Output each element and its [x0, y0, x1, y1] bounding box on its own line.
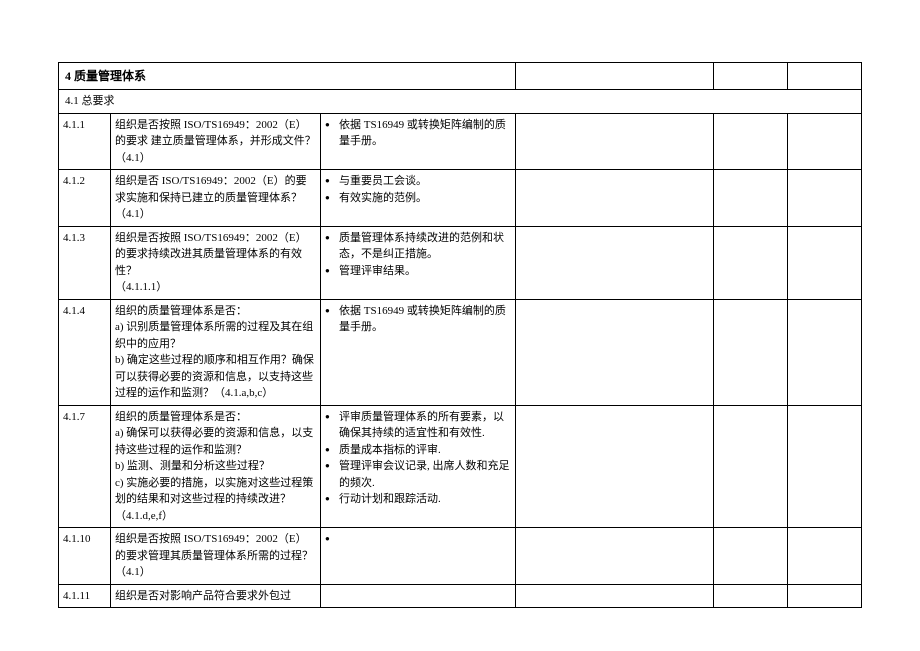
blank-cell	[516, 405, 714, 528]
evidence-list: 依据 TS16949 或转换矩阵编制的质量手册。	[325, 117, 511, 150]
document-page: 4 质量管理体系4.1 总要求4.1.1组织是否按照 ISO/TS16949：2…	[0, 0, 920, 608]
blank-cell	[788, 113, 862, 170]
evidence-item: 依据 TS16949 或转换矩阵编制的质量手册。	[325, 303, 511, 336]
clause-number-cell: 4.1.11	[59, 584, 111, 608]
blank-cell	[714, 528, 788, 585]
qms-checklist-table: 4 质量管理体系4.1 总要求4.1.1组织是否按照 ISO/TS16949：2…	[58, 62, 862, 608]
table-row: 4.1.2组织是否 ISO/TS16949：2002（E）的要求实施和保持已建立…	[59, 170, 862, 227]
clause-number-cell: 4.1.4	[59, 299, 111, 405]
evidence-cell	[321, 528, 516, 585]
subsection-title-cell: 4.1 总要求	[59, 90, 862, 114]
blank-cell	[714, 405, 788, 528]
question-cell: 组织的质量管理体系是否： a) 确保可以获得必要的资源和信息，以支持这些过程的运…	[111, 405, 321, 528]
clause-number-cell: 4.1.1	[59, 113, 111, 170]
table-row: 4.1.3组织是否按照 ISO/TS16949：2002（E）的要求持续改进其质…	[59, 226, 862, 299]
evidence-list: 依据 TS16949 或转换矩阵编制的质量手册。	[325, 303, 511, 336]
question-text: 组织是否 ISO/TS16949：2002（E）的要求实施和保持已建立的质量管理…	[115, 175, 307, 220]
clause-number-cell: 4.1.3	[59, 226, 111, 299]
question-text: 组织的质量管理体系是否： a) 识别质量管理体系所需的过程及其在组织中的应用？ …	[115, 305, 314, 400]
blank-cell	[714, 226, 788, 299]
blank-cell	[516, 113, 714, 170]
section-title-row: 4 质量管理体系	[59, 63, 862, 90]
question-cell: 组织是否 ISO/TS16949：2002（E）的要求实施和保持已建立的质量管理…	[111, 170, 321, 227]
evidence-list: 与重要员工会谈。有效实施的范例。	[325, 173, 511, 206]
blank-cell	[788, 528, 862, 585]
evidence-cell	[321, 584, 516, 608]
clause-number-cell: 4.1.2	[59, 170, 111, 227]
question-cell: 组织的质量管理体系是否： a) 识别质量管理体系所需的过程及其在组织中的应用？ …	[111, 299, 321, 405]
blank-cell	[516, 584, 714, 608]
blank-cell	[714, 584, 788, 608]
question-cell: 组织是否对影响产品符合要求外包过	[111, 584, 321, 608]
blank-cell	[714, 299, 788, 405]
blank-cell	[788, 170, 862, 227]
evidence-item: 与重要员工会谈。	[325, 173, 511, 190]
blank-cell	[788, 63, 862, 90]
table-row: 4.1.4组织的质量管理体系是否： a) 识别质量管理体系所需的过程及其在组织中…	[59, 299, 862, 405]
blank-cell	[788, 299, 862, 405]
blank-cell	[714, 63, 788, 90]
evidence-item: 评审质量管理体系的所有要素，以确保其持续的适宜性和有效性.	[325, 409, 511, 442]
question-text: 组织是否对影响产品符合要求外包过	[115, 590, 291, 602]
evidence-item: 管理评审会议记录, 出席人数和充足的频次.	[325, 458, 511, 491]
blank-cell	[788, 405, 862, 528]
table-row: 4.1.1组织是否按照 ISO/TS16949：2002（E）的要求 建立质量管…	[59, 113, 862, 170]
blank-cell	[516, 299, 714, 405]
subsection-title-row: 4.1 总要求	[59, 90, 862, 114]
evidence-item: 有效实施的范例。	[325, 190, 511, 207]
question-text: 组织是否按照 ISO/TS16949：2002（E）的要求持续改进其质量管理体系…	[115, 232, 307, 294]
clause-number-cell: 4.1.7	[59, 405, 111, 528]
section-title-cell: 4 质量管理体系	[59, 63, 516, 90]
table-row: 4.1.11 组织是否对影响产品符合要求外包过	[59, 584, 862, 608]
evidence-item: 行动计划和跟踪活动.	[325, 491, 511, 508]
blank-cell	[516, 226, 714, 299]
blank-cell	[516, 528, 714, 585]
evidence-cell: 依据 TS16949 或转换矩阵编制的质量手册。	[321, 113, 516, 170]
question-text: 组织是否按照 ISO/TS16949：2002（E）的要求 建立质量管理体系，并…	[115, 119, 316, 164]
evidence-list: 评审质量管理体系的所有要素，以确保其持续的适宜性和有效性.质量成本指标的评审.管…	[325, 409, 511, 508]
question-text: 组织是否按照 ISO/TS16949：2002（E）的要求管理其质量管理体系所需…	[115, 533, 313, 578]
blank-cell	[788, 584, 862, 608]
blank-cell	[788, 226, 862, 299]
clause-number-cell: 4.1.10	[59, 528, 111, 585]
blank-cell	[714, 170, 788, 227]
blank-cell	[714, 113, 788, 170]
blank-cell	[516, 170, 714, 227]
table-row: 4.1.7组织的质量管理体系是否： a) 确保可以获得必要的资源和信息，以支持这…	[59, 405, 862, 528]
evidence-item: 依据 TS16949 或转换矩阵编制的质量手册。	[325, 117, 511, 150]
question-text: 组织的质量管理体系是否： a) 确保可以获得必要的资源和信息，以支持这些过程的运…	[115, 411, 313, 522]
table-row: 4.1.10组织是否按照 ISO/TS16949：2002（E）的要求管理其质量…	[59, 528, 862, 585]
evidence-cell: 依据 TS16949 或转换矩阵编制的质量手册。	[321, 299, 516, 405]
evidence-cell: 与重要员工会谈。有效实施的范例。	[321, 170, 516, 227]
evidence-cell: 评审质量管理体系的所有要素，以确保其持续的适宜性和有效性.质量成本指标的评审.管…	[321, 405, 516, 528]
evidence-item: 质量管理体系持续改进的范例和状态，不是纠正措施。	[325, 230, 511, 263]
evidence-list: 质量管理体系持续改进的范例和状态，不是纠正措施。管理评审结果。	[325, 230, 511, 280]
question-cell: 组织是否按照 ISO/TS16949：2002（E）的要求管理其质量管理体系所需…	[111, 528, 321, 585]
evidence-item: 质量成本指标的评审.	[325, 442, 511, 459]
question-cell: 组织是否按照 ISO/TS16949：2002（E）的要求 建立质量管理体系，并…	[111, 113, 321, 170]
evidence-cell: 质量管理体系持续改进的范例和状态，不是纠正措施。管理评审结果。	[321, 226, 516, 299]
evidence-item: 管理评审结果。	[325, 263, 511, 280]
blank-cell	[516, 63, 714, 90]
question-cell: 组织是否按照 ISO/TS16949：2002（E）的要求持续改进其质量管理体系…	[111, 226, 321, 299]
